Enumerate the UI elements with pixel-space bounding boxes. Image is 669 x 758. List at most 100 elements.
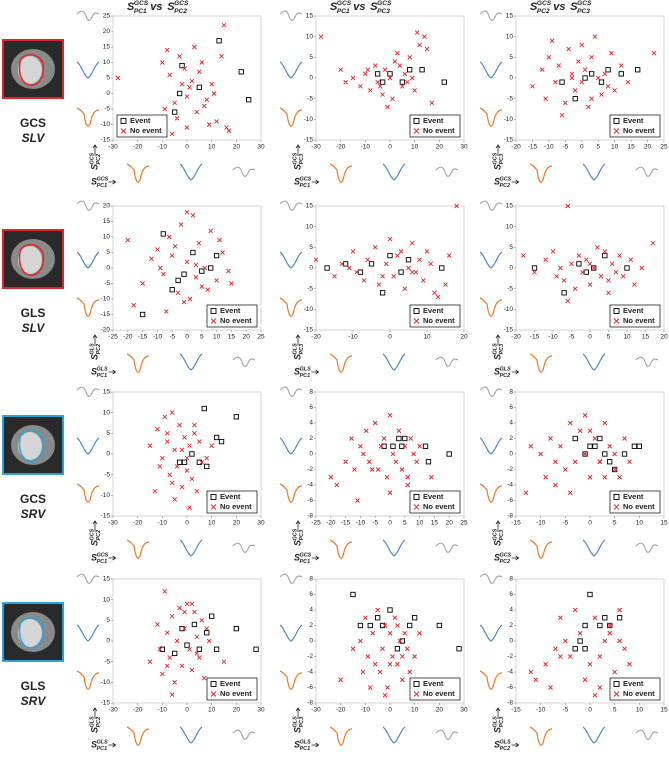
event-point bbox=[342, 261, 349, 267]
no-event-point bbox=[582, 412, 588, 418]
event-point bbox=[583, 269, 589, 275]
no-event-point bbox=[209, 81, 214, 87]
event-point bbox=[621, 451, 628, 457]
waveform bbox=[126, 163, 150, 183]
event-point bbox=[191, 621, 198, 628]
event-point bbox=[368, 261, 375, 267]
no-event-point bbox=[598, 273, 604, 279]
no-event-point bbox=[602, 474, 608, 480]
no-event-point bbox=[592, 34, 598, 39]
event-point bbox=[572, 646, 578, 652]
y-tick-label: -15 bbox=[504, 137, 514, 144]
waveform bbox=[76, 10, 100, 21]
y-label-sub: PC2 bbox=[96, 530, 102, 541]
x-tick-label: 10 bbox=[213, 334, 221, 341]
waveform bbox=[382, 726, 406, 744]
no-event-point bbox=[372, 661, 378, 667]
y-tick-label: -2 bbox=[507, 466, 513, 473]
contour bbox=[18, 617, 45, 649]
y-label-sup: GCS bbox=[492, 152, 498, 164]
x-tick-label: 20 bbox=[436, 144, 444, 151]
event-point bbox=[189, 451, 195, 457]
y-tick-label: -20 bbox=[101, 327, 111, 334]
y-tick-label: -5 bbox=[104, 658, 110, 665]
x-tick-label: 20 bbox=[233, 707, 241, 714]
legend-label: No event bbox=[423, 316, 455, 325]
no-event-point bbox=[184, 468, 190, 473]
no-event-point bbox=[204, 626, 210, 631]
legend-marker bbox=[413, 681, 420, 687]
x-label-base: S bbox=[294, 366, 300, 376]
no-event-point bbox=[194, 109, 200, 115]
x-label-base: S bbox=[494, 176, 500, 186]
no-event-point bbox=[650, 240, 656, 246]
no-event-point bbox=[628, 257, 634, 263]
no-event-point bbox=[582, 67, 588, 73]
thumbnail-tissue bbox=[18, 56, 42, 84]
x-label-sub: PC1 bbox=[97, 183, 108, 189]
waveform bbox=[232, 166, 256, 177]
no-event-point bbox=[543, 661, 548, 667]
x-tick-label: -10 bbox=[153, 334, 163, 341]
x-tick-label: 20 bbox=[446, 520, 454, 527]
event-point bbox=[441, 79, 447, 85]
x-tick-label: 0 bbox=[185, 520, 189, 527]
x-tick-label: -20 bbox=[511, 144, 521, 151]
event-point bbox=[635, 67, 641, 73]
no-event-point bbox=[553, 646, 558, 652]
y-tick-label: 2 bbox=[509, 622, 513, 629]
y-label-sup: GCS bbox=[89, 152, 95, 164]
x-tick-label: -20 bbox=[511, 334, 521, 341]
no-event-point bbox=[414, 30, 420, 35]
no-event-point bbox=[115, 75, 121, 81]
no-event-point bbox=[543, 257, 548, 263]
legend-marker bbox=[413, 504, 420, 510]
no-event-point bbox=[169, 692, 175, 698]
event-point bbox=[394, 646, 401, 652]
no-event-point bbox=[404, 646, 410, 652]
waveform bbox=[479, 573, 503, 584]
title-symbol-sup: GCS bbox=[377, 0, 392, 7]
x-tick-label: 0 bbox=[388, 334, 392, 341]
x-label-sup: GCS bbox=[500, 552, 512, 558]
no-event-point bbox=[226, 268, 231, 274]
x-tick-label: 10 bbox=[208, 707, 216, 714]
y-tick-label: 5 bbox=[509, 244, 513, 251]
no-event-point bbox=[392, 59, 398, 64]
event-point bbox=[169, 287, 175, 293]
axis-arrow bbox=[295, 144, 301, 156]
waveform bbox=[635, 729, 659, 740]
no-event-point bbox=[380, 92, 385, 97]
y-tick-label: -4 bbox=[507, 482, 513, 489]
title-symbol-base: S bbox=[127, 1, 135, 13]
no-event-point bbox=[587, 474, 593, 480]
legend-marker bbox=[413, 494, 420, 500]
row-ventricle: SRV bbox=[21, 694, 47, 708]
no-event-point bbox=[627, 661, 632, 667]
legend-label: Event bbox=[130, 116, 151, 125]
event-point bbox=[559, 79, 565, 85]
no-event-point bbox=[539, 67, 545, 73]
waveform bbox=[479, 10, 503, 21]
event-point bbox=[407, 622, 413, 629]
no-event-point bbox=[182, 66, 187, 72]
y-tick-label: 20 bbox=[103, 203, 111, 210]
no-event-point bbox=[528, 443, 534, 449]
y-tick-label: -2 bbox=[507, 653, 513, 660]
title-symbol-sub: PC1 bbox=[337, 8, 350, 15]
no-event-point bbox=[208, 228, 213, 234]
y-tick-label: 8 bbox=[309, 389, 313, 396]
no-event-point bbox=[174, 638, 180, 644]
x-tick-label: 10 bbox=[208, 520, 216, 527]
x-tick-label: -5 bbox=[562, 144, 568, 151]
axis-arrow bbox=[295, 520, 301, 532]
waveform bbox=[582, 726, 606, 744]
title-symbol-sup: GCS bbox=[337, 0, 352, 7]
no-event-point bbox=[164, 630, 170, 636]
y-tick-label: 0 bbox=[106, 90, 110, 97]
waveform bbox=[635, 542, 659, 553]
no-event-point bbox=[387, 630, 393, 636]
y-tick-label: 0 bbox=[509, 638, 513, 645]
